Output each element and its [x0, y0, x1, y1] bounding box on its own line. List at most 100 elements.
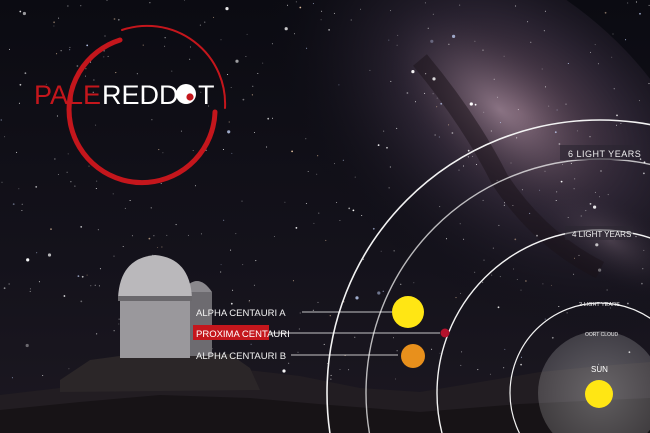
- star-point: [339, 220, 341, 221]
- star-point: [625, 39, 627, 41]
- star-point: [195, 185, 196, 187]
- star-point: [320, 19, 322, 21]
- star-point: [432, 93, 434, 95]
- star-point: [232, 289, 234, 291]
- star-point: [235, 233, 237, 235]
- star-point: [241, 200, 243, 202]
- star-point: [312, 3, 314, 5]
- pale-red-dot-logo: PALE RED D T: [34, 24, 227, 186]
- star-point: [63, 295, 66, 297]
- star-point: [460, 364, 462, 366]
- star-point: [413, 282, 415, 284]
- star-point: [92, 91, 94, 93]
- star-point: [415, 101, 416, 103]
- star-point: [396, 127, 398, 129]
- star-point: [53, 21, 55, 24]
- star-point: [204, 21, 206, 23]
- star-point: [361, 215, 363, 216]
- star-point: [467, 149, 470, 152]
- star-point: [499, 122, 501, 124]
- star-point: [284, 201, 286, 203]
- star-point: [566, 312, 568, 314]
- star-point: [599, 196, 600, 198]
- star-point: [175, 224, 177, 226]
- star-point: [635, 1, 637, 3]
- star-point: [164, 45, 166, 47]
- star-point: [489, 373, 491, 375]
- star-point: [604, 11, 607, 14]
- star-point: [400, 283, 402, 285]
- star-point: [104, 35, 106, 37]
- star-point: [460, 292, 462, 294]
- star-point: [50, 228, 52, 231]
- star-point: [262, 62, 264, 64]
- star-point: [230, 249, 232, 251]
- star-point: [389, 166, 391, 168]
- star-point: [242, 264, 244, 266]
- star-point: [578, 254, 580, 256]
- star-point: [504, 202, 505, 204]
- star-point: [477, 369, 479, 371]
- star-point: [573, 273, 575, 275]
- star-point: [189, 46, 191, 48]
- star-point: [222, 149, 224, 150]
- star-point: [607, 194, 609, 196]
- star-point: [496, 179, 498, 181]
- star-point: [556, 191, 558, 193]
- star-point: [21, 210, 23, 211]
- star-point: [189, 58, 191, 60]
- star-point: [520, 363, 522, 366]
- star-point: [294, 33, 295, 35]
- star-point: [330, 374, 332, 376]
- star-point: [153, 235, 155, 237]
- star-point: [395, 378, 396, 380]
- label-alpha-centauri-a: ALPHA CENTAURI A: [196, 308, 286, 319]
- star-point: [396, 350, 398, 352]
- star-point: [161, 246, 163, 248]
- star-point: [67, 153, 69, 155]
- star-point: [562, 163, 564, 165]
- label-2-light-years: 2 LIGHT YEARS: [579, 302, 620, 308]
- star-point: [253, 284, 255, 286]
- star-point: [648, 83, 650, 85]
- star-point: [213, 16, 215, 18]
- star-point: [131, 235, 133, 237]
- star-point: [648, 4, 650, 6]
- star-point: [411, 70, 415, 74]
- star-point: [393, 250, 395, 252]
- star-point: [169, 102, 171, 104]
- star-point: [388, 187, 390, 189]
- star-point: [248, 301, 250, 303]
- star-point: [164, 37, 166, 39]
- star-point: [455, 297, 457, 299]
- star-point: [223, 219, 225, 221]
- star-point: [438, 136, 440, 138]
- star-point: [574, 178, 576, 180]
- star-point: [497, 306, 500, 309]
- star-point: [461, 351, 463, 353]
- star-point: [436, 97, 438, 99]
- star-point: [597, 63, 599, 65]
- star-point: [594, 44, 596, 46]
- star-point: [85, 68, 87, 70]
- star-point: [93, 79, 95, 81]
- star-point: [35, 186, 38, 188]
- star-point: [620, 123, 622, 124]
- star-point: [643, 249, 645, 251]
- star-point: [515, 5, 517, 7]
- star-point: [307, 171, 309, 172]
- star-point: [567, 217, 569, 218]
- star-point: [377, 144, 380, 147]
- star-point: [348, 207, 351, 210]
- star-point: [594, 191, 596, 193]
- star-point: [254, 132, 255, 133]
- star-point: [282, 369, 286, 373]
- star-point: [527, 21, 529, 23]
- star-point: [74, 185, 76, 187]
- star-point: [184, 0, 185, 1]
- star-point: [18, 102, 20, 104]
- star-point: [529, 212, 531, 214]
- star-point: [548, 105, 550, 107]
- star-point: [380, 250, 382, 252]
- star-point: [510, 162, 512, 164]
